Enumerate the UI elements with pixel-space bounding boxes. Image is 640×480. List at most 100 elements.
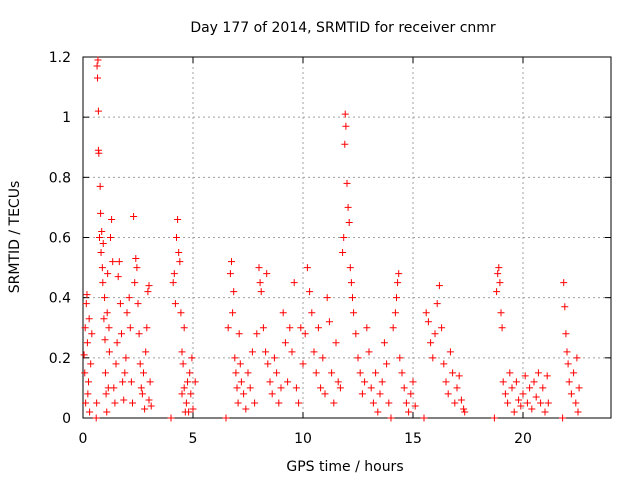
y-axis-label: SRMTID / TECUs: [7, 181, 23, 294]
data-point: [496, 279, 504, 287]
data-point: [451, 399, 459, 407]
data-point: [378, 378, 386, 386]
data-point: [281, 339, 289, 347]
data-point: [94, 107, 102, 115]
data-point: [367, 384, 375, 392]
data-point: [361, 378, 369, 386]
data-point: [107, 234, 114, 241]
x-tick-label: 0: [79, 431, 88, 447]
data-point: [340, 234, 348, 241]
data-point: [230, 288, 238, 296]
data-point: [565, 378, 573, 386]
data-point: [104, 270, 112, 278]
data-point: [528, 405, 536, 413]
data-point: [101, 294, 109, 302]
data-point: [461, 408, 469, 416]
data-point: [240, 390, 248, 398]
data-point: [178, 348, 186, 356]
data-point: [80, 351, 88, 359]
data-point: [521, 372, 529, 380]
y-tick-label: 0.6: [49, 231, 71, 247]
data-point: [572, 399, 580, 407]
data-point: [224, 324, 232, 332]
y-tick-label: 0.8: [49, 170, 71, 186]
data-point: [560, 279, 568, 287]
data-point: [431, 330, 439, 338]
data-point: [99, 240, 107, 248]
data-point: [111, 399, 119, 407]
data-point: [118, 330, 125, 338]
y-tick-label: 1.2: [49, 50, 71, 66]
data-point: [325, 318, 333, 326]
data-point: [385, 399, 393, 407]
data-point: [248, 348, 256, 356]
data-point: [88, 330, 96, 338]
data-point: [306, 288, 314, 296]
data-point: [100, 315, 108, 323]
data-point: [126, 324, 134, 332]
data-point: [226, 270, 234, 278]
data-point: [319, 354, 327, 362]
data-point: [105, 348, 113, 356]
data-point: [570, 369, 578, 377]
data-point: [400, 384, 408, 392]
data-point: [508, 384, 516, 392]
data-point: [349, 294, 356, 302]
data-point: [561, 303, 569, 311]
data-point: [82, 399, 90, 407]
data-point: [95, 149, 103, 157]
data-point: [235, 330, 243, 338]
data-point: [130, 212, 138, 220]
data-point: [94, 56, 102, 64]
data-point: [449, 369, 457, 377]
data-point: [83, 291, 91, 299]
data-point: [93, 399, 101, 407]
y-tick-label: 0: [62, 411, 71, 427]
data-point: [83, 339, 91, 347]
data-point: [140, 369, 147, 377]
data-point: [98, 264, 106, 272]
data-point: [167, 414, 175, 422]
data-point: [143, 324, 151, 332]
data-point: [409, 378, 417, 386]
data-point: [376, 390, 384, 398]
data-point: [567, 390, 575, 398]
data-point: [179, 360, 187, 368]
data-point: [171, 300, 179, 308]
data-point: [145, 282, 153, 290]
data-point: [534, 369, 542, 377]
data-point: [444, 390, 452, 398]
data-point: [510, 408, 518, 416]
data-point: [144, 288, 152, 296]
data-point: [277, 384, 285, 392]
data-point: [173, 234, 180, 241]
data-point: [341, 110, 349, 118]
data-point: [175, 249, 183, 257]
data-point: [233, 384, 241, 392]
data-point: [284, 378, 292, 386]
y-tick-label: 1: [62, 110, 71, 126]
data-point: [422, 309, 430, 317]
data-point: [523, 399, 531, 407]
data-point: [121, 369, 129, 377]
data-point: [81, 369, 89, 377]
data-point: [530, 378, 538, 386]
data-point: [120, 396, 128, 404]
data-point: [323, 294, 331, 302]
data-point: [84, 390, 92, 398]
data-point: [94, 74, 102, 82]
data-point: [237, 378, 245, 386]
data-point: [526, 384, 534, 392]
data-point: [222, 414, 230, 422]
data-point: [501, 390, 509, 398]
data-points: [80, 56, 583, 422]
data-point: [295, 399, 303, 407]
data-point: [504, 399, 512, 407]
data-point: [189, 405, 197, 413]
data-point: [374, 408, 382, 416]
data-point: [499, 378, 507, 386]
data-point: [369, 399, 377, 407]
data-point: [251, 399, 259, 407]
data-point: [103, 408, 111, 416]
